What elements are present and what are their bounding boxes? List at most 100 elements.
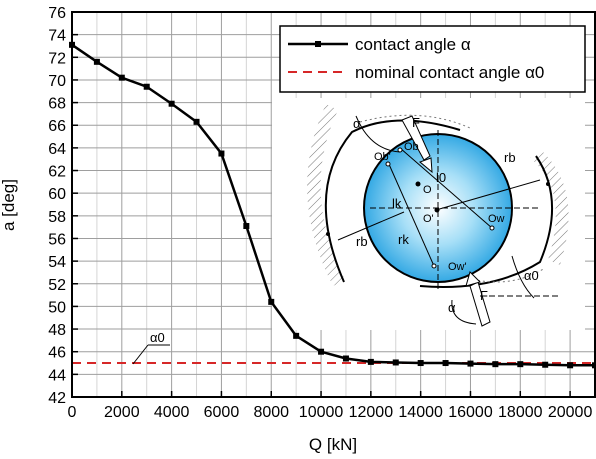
x-tick-label: 14000 (398, 404, 443, 421)
annotation-label: α0 (150, 330, 165, 345)
center-o-prime (434, 207, 440, 213)
data-point (218, 150, 225, 157)
outer-race-dotted (359, 114, 471, 129)
data-point (168, 100, 175, 107)
data-point (293, 332, 300, 339)
data-point (417, 360, 424, 367)
x-tick-label: 20000 (548, 404, 593, 421)
data-point (367, 358, 374, 365)
y-tick-label: 54 (48, 254, 66, 271)
y-tick-label: 62 (48, 164, 66, 181)
data-point (467, 360, 474, 367)
label-ow: Ow (488, 213, 505, 225)
x-axis-label: Q [kN] (309, 435, 357, 454)
data-point (118, 74, 125, 81)
x-tick-label: 8000 (253, 404, 289, 421)
y-tick-label: 56 (48, 231, 66, 248)
force-arrow-top (401, 115, 431, 161)
y-tick-label: 46 (48, 345, 66, 362)
x-tick-label: 10000 (299, 404, 344, 421)
y-tick-label: 50 (48, 299, 66, 316)
legend-box (279, 25, 586, 93)
data-point (243, 223, 250, 230)
y-tick-label: 72 (48, 50, 66, 67)
label-alpha-top: α (353, 116, 361, 131)
data-point (268, 298, 275, 305)
label-f-bottom: F (480, 288, 488, 303)
center-o (415, 181, 421, 187)
y-tick-label: 44 (48, 367, 66, 384)
label-f-top: F (412, 115, 420, 130)
annotation-alpha0: α0 (132, 330, 170, 365)
force-arrowhead-top (419, 157, 433, 174)
point-ob-prime (385, 161, 391, 167)
point-left-race (326, 232, 330, 236)
x-tick-label: 2000 (104, 404, 140, 421)
legend-label-nominal: nominal contact angle α0 (355, 63, 544, 82)
data-point (442, 360, 449, 367)
y-tick-label: 48 (48, 322, 66, 339)
alpha0-arc (511, 255, 535, 299)
data-point (342, 355, 349, 362)
x-tick-label: 6000 (204, 404, 240, 421)
y-tick-label: 42 (48, 390, 66, 407)
y-tick-label: 64 (48, 141, 66, 158)
y-tick-label: 76 (48, 5, 66, 22)
series-line-contact-angle (71, 43, 595, 367)
x-tick-label: 12000 (349, 404, 394, 421)
y-tick-label: 70 (48, 73, 66, 90)
label-alpha0: α0 (524, 268, 539, 283)
alpha-arc-top (355, 115, 401, 153)
x-tick-label: 18000 (498, 404, 543, 421)
point-ow-prime (431, 263, 437, 269)
radius-rb-left (337, 211, 405, 241)
label-o-prime: O' (423, 213, 434, 225)
legend: contact angle α nominal contact angle α0 (279, 25, 586, 93)
label-l0: l0 (436, 170, 446, 185)
force-arrowhead-bottom (465, 271, 481, 287)
inner-race-hatch (530, 150, 569, 265)
data-point (143, 83, 150, 90)
label-ow-prime: Ow' (448, 261, 467, 273)
series (69, 41, 596, 369)
line-l0 (399, 147, 493, 229)
y-axis-label: a [deg] (0, 179, 18, 231)
y-tick-label: 52 (48, 277, 66, 294)
data-point (517, 361, 524, 368)
data-point (392, 359, 399, 366)
label-rb-left: rb (356, 234, 368, 249)
radius-rb-right (435, 179, 541, 211)
label-alpha-bottom: α (448, 300, 456, 315)
legend-label-contact-angle: contact angle α (355, 35, 471, 54)
outer-race-hatch (307, 104, 345, 286)
inner-race-right (419, 155, 554, 288)
line-lk (387, 161, 435, 267)
data-point (492, 361, 499, 368)
point-right-race (546, 182, 550, 186)
label-o: O (423, 184, 432, 196)
alpha-arc-bottom (451, 299, 477, 325)
legend-marker-contact-angle (315, 41, 321, 47)
inset-diagram: F F α α α0 rb rb rk l0 lk O O' Ob Ow Ow'… (272, 98, 585, 330)
axis-ticks: 0 2000 4000 6000 8000 10000 12000 14000 16000 180… (48, 5, 592, 421)
data-point (542, 361, 549, 368)
plot-frame (71, 11, 596, 398)
point-ow (489, 225, 495, 231)
label-rb-right: rb (504, 150, 516, 165)
y-tick-label: 58 (48, 209, 66, 226)
x-tick-label: 4000 (154, 404, 190, 421)
label-ob-prime: Ob' (374, 151, 391, 163)
label-rk: rk (398, 232, 409, 247)
data-point (318, 348, 325, 355)
y-tick-label: 66 (48, 118, 66, 135)
data-point (93, 58, 100, 65)
label-ob: Ob (404, 141, 419, 153)
data-point (193, 118, 200, 125)
y-tick-label: 74 (48, 28, 66, 45)
y-tick-label: 60 (48, 186, 66, 203)
x-tick-label: 16000 (448, 404, 493, 421)
label-lk: lk (392, 196, 402, 211)
annotation-leader-line (132, 344, 149, 365)
x-tick-label: 0 (68, 404, 77, 421)
